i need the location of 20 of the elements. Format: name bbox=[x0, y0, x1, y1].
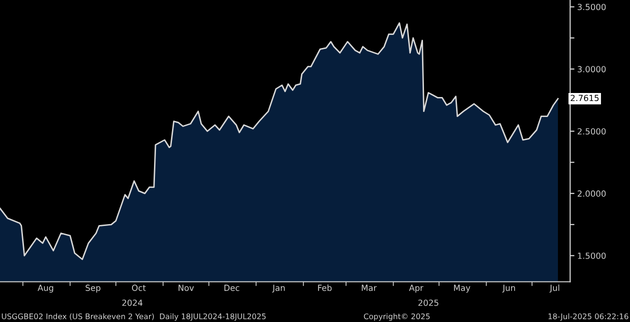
x-tick-label: Aug bbox=[38, 284, 54, 293]
y-tick-label: 1.5000 bbox=[578, 252, 606, 259]
y-tick-label: 2.5000 bbox=[578, 128, 606, 135]
text: 2025 bbox=[418, 300, 438, 306]
x-tick-label: Mar bbox=[362, 284, 377, 291]
x-tick-label: Oct bbox=[132, 284, 146, 291]
y-tick-label: 3.5000 bbox=[578, 4, 606, 10]
x-tick-label: May bbox=[454, 284, 470, 293]
y-tick-label: 3.0000 bbox=[578, 66, 606, 72]
x-tick-label: Feb bbox=[318, 284, 332, 291]
x-tick-label: Dec bbox=[224, 284, 240, 291]
y-tick-label: 2.0000 bbox=[578, 190, 606, 197]
x-tick-label: Jul bbox=[549, 284, 560, 293]
x-tick-label: Apr bbox=[409, 284, 424, 293]
x-tick-label: Jan bbox=[272, 284, 285, 293]
x-tick-label: Nov bbox=[178, 284, 194, 291]
annotation: 2.7615 bbox=[570, 94, 599, 102]
x-tick-label: Jun bbox=[502, 284, 515, 293]
text: 2024 bbox=[122, 300, 142, 306]
x-tick-label: Sep bbox=[86, 284, 100, 293]
